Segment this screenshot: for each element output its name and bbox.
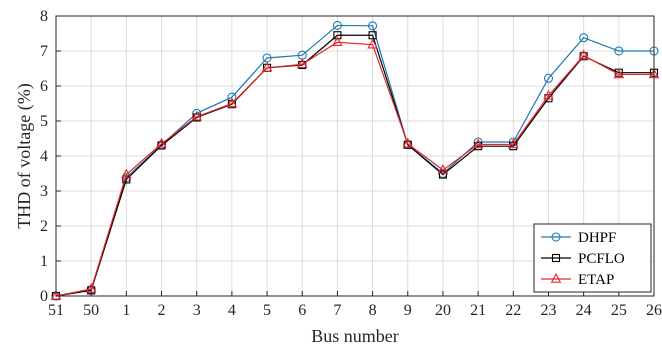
x-tick-label: 23 (540, 302, 556, 319)
series-etap (50, 36, 660, 300)
y-axis-title: THD of voltage (%) (14, 83, 35, 228)
x-tick-label: 8 (369, 302, 377, 319)
data-point-etap (226, 97, 238, 108)
legend-label-etap: ETAP (578, 272, 614, 288)
legend-marker-pcflo (551, 253, 561, 263)
data-point-dhpf (332, 20, 342, 31)
y-tick-label: 6 (40, 78, 48, 95)
x-tick-label: 25 (611, 302, 627, 319)
y-tick-label: 8 (40, 8, 48, 25)
y-tick-label: 2 (40, 218, 48, 235)
x-tick-label: 4 (228, 302, 236, 319)
data-point-etap (578, 49, 589, 60)
data-point-etap (121, 168, 132, 179)
x-tick-label: 26 (646, 302, 662, 319)
legend-marker-dhpf (551, 232, 561, 242)
x-axis-title: Bus number (311, 326, 399, 346)
series-line-pcflo (55, 34, 654, 297)
data-point-dhpf (579, 33, 589, 43)
x-tick-label: 7 (333, 302, 341, 319)
y-tick-label: 5 (40, 113, 48, 130)
legend-marker-etap (550, 273, 562, 283)
x-tick-label: 24 (576, 302, 592, 319)
series-line-dhpf (55, 24, 654, 297)
x-tick-label: 21 (470, 302, 486, 319)
data-point-etap (156, 137, 167, 148)
x-tick-label: 1 (122, 302, 130, 319)
y-tick-label: 7 (40, 43, 48, 60)
series-layer (50, 20, 660, 301)
legend: DHPF PCFLO ETAP (533, 223, 652, 293)
y-tick-label: 1 (40, 253, 48, 270)
data-point-etap (261, 61, 273, 72)
y-axis-ticks: 0 1 2 3 4 5 6 7 8 (40, 8, 61, 305)
x-tick-label: 3 (193, 302, 201, 319)
data-point-etap (437, 164, 449, 174)
data-point-pcflo (333, 31, 342, 40)
data-point-etap (543, 89, 554, 100)
data-point-etap (191, 110, 203, 121)
x-tick-label: 5 (263, 302, 271, 319)
legend-label-dhpf: DHPF (578, 230, 616, 246)
grid-lines (56, 16, 654, 296)
data-point-etap (507, 138, 519, 149)
y-tick-label: 4 (40, 148, 48, 165)
y-tick-label: 3 (40, 183, 48, 200)
x-axis-ticks: 51 50 1 2 3 4 5 6 7 8 9 20 21 22 23 24 25 26 (48, 291, 662, 319)
x-tick-label: 22 (505, 302, 521, 319)
data-point-dhpf (368, 21, 378, 31)
data-point-dhpf (614, 46, 624, 56)
x-tick-label: 9 (404, 302, 412, 319)
data-point-etap (367, 38, 378, 49)
y-tick-label: 0 (40, 288, 48, 305)
x-tick-label: 6 (298, 302, 306, 319)
data-point-dhpf (543, 73, 554, 83)
x-tick-label: 2 (158, 302, 166, 319)
data-point-etap (613, 68, 625, 79)
data-point-etap (332, 36, 343, 47)
data-point-etap (50, 290, 62, 300)
x-tick-label: 51 (48, 302, 64, 319)
series-line-etap (55, 41, 654, 297)
data-point-etap (296, 58, 308, 69)
legend-label-pcflo: PCFLO (578, 251, 625, 267)
data-point-pcflo (438, 170, 447, 179)
data-point-pcflo (368, 31, 377, 40)
x-tick-label: 50 (83, 302, 99, 319)
data-point-etap (472, 138, 484, 149)
x-tick-label: 20 (435, 302, 451, 319)
data-point-etap (402, 137, 414, 148)
